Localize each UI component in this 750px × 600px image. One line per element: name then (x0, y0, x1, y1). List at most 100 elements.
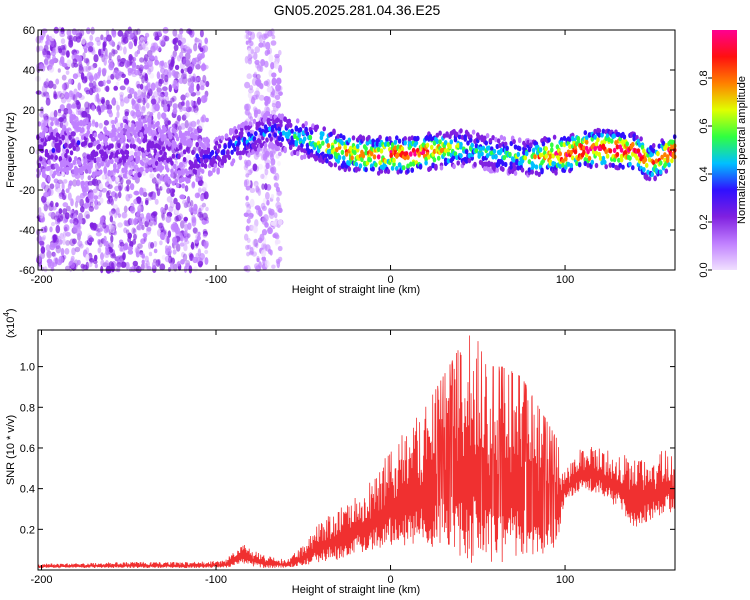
ridge-cell (457, 134, 462, 140)
noise-cell (103, 252, 110, 258)
ridge-cell (670, 158, 674, 164)
ridge-cell (635, 155, 639, 161)
noise-cell (274, 94, 281, 101)
ridge-cell (156, 120, 160, 126)
noise-cell (134, 246, 141, 255)
ridge-cell (651, 160, 656, 166)
ridge-cell (432, 157, 437, 163)
noise-cell (81, 110, 88, 118)
noise-cell (139, 83, 144, 90)
ridge-cell (69, 150, 74, 156)
ridge-cell (314, 142, 318, 148)
noise-cell (179, 107, 183, 113)
noise-cell (261, 229, 268, 236)
ridge-cell (307, 153, 311, 159)
ridge-cell (182, 149, 187, 155)
ridge-cell (262, 117, 267, 123)
noise-cell (153, 91, 159, 98)
ridge-cell (273, 132, 278, 138)
noise-cell (92, 62, 98, 69)
ridge-cell (343, 144, 348, 150)
ridge-cell (364, 146, 368, 152)
ridge-cell (244, 120, 248, 126)
noise-cell (109, 215, 114, 223)
noise-cell (203, 94, 208, 103)
noise-cell (125, 59, 131, 67)
noise-cell (265, 41, 271, 50)
ridge-cell (653, 164, 657, 170)
ridge-cell (520, 167, 525, 173)
noise-cell (260, 173, 265, 179)
noise-cell (173, 197, 178, 205)
noise-cell (147, 68, 152, 75)
noise-cell (257, 190, 262, 197)
noise-cell (202, 212, 208, 221)
noise-cell (253, 109, 258, 118)
ridge-cell (121, 150, 125, 156)
ridge-cell (594, 141, 599, 147)
ridge-cell (221, 148, 226, 155)
noise-cell (196, 83, 200, 92)
ridge-cell (389, 152, 394, 159)
ridge-cell (40, 137, 44, 143)
noise-cell (136, 83, 141, 89)
noise-cell (150, 82, 156, 91)
noise-cell (159, 39, 165, 46)
noise-cell (265, 79, 271, 88)
ridge-cell (429, 144, 434, 150)
noise-cell (76, 91, 80, 98)
ridge-cell (216, 148, 220, 154)
ridge-cell (505, 145, 509, 151)
ridge-cell (152, 159, 156, 165)
noise-cell (254, 59, 260, 65)
snr-y-scale: (x104) (2, 308, 17, 338)
noise-cell (146, 226, 152, 232)
noise-cell (49, 200, 54, 208)
ridge-cell (214, 140, 219, 146)
ridge-cell (259, 142, 264, 149)
noise-cell (158, 94, 165, 102)
noise-cell (62, 194, 66, 201)
ridge-cell (301, 123, 306, 129)
ridge-cell (513, 144, 518, 150)
ridge-cell (653, 176, 657, 182)
noise-cell (78, 224, 82, 231)
noise-cell (117, 30, 124, 37)
ridge-cell (337, 154, 342, 161)
ridge-cell (443, 140, 448, 146)
ridge-cell (529, 142, 533, 148)
ridge-cell (355, 147, 360, 153)
noise-cell (58, 255, 64, 264)
noise-cell (277, 151, 282, 157)
noise-cell (246, 218, 251, 224)
ridge-cell (93, 157, 97, 164)
ridge-cell (631, 165, 635, 171)
noise-cell (119, 85, 126, 91)
noise-cell (276, 260, 281, 269)
noise-cell (138, 221, 143, 227)
ridge-cell (315, 124, 320, 130)
ridge-cell (83, 140, 88, 146)
ridge-cell (537, 171, 541, 177)
ridge-cell (372, 154, 377, 160)
ridge-cell (124, 123, 128, 130)
noise-cell (45, 78, 49, 86)
noise-cell (186, 201, 192, 208)
ridge-cell (89, 142, 93, 148)
noise-cell (198, 121, 204, 129)
noise-cell (166, 235, 170, 244)
ridge-cell (280, 136, 285, 142)
ridge-cell (304, 126, 308, 132)
noise-cell (170, 97, 175, 103)
noise-cell (128, 193, 133, 199)
ridge-cell (104, 153, 109, 159)
noise-cell (36, 254, 42, 263)
noise-cell (88, 205, 95, 212)
noise-cell (66, 29, 72, 37)
noise-cell (274, 239, 281, 245)
ridge-cell (385, 136, 389, 142)
ridge-cell (490, 146, 494, 152)
ridge-cell (213, 145, 218, 151)
ridge-cell (258, 139, 262, 145)
ridge-cell (175, 182, 180, 188)
